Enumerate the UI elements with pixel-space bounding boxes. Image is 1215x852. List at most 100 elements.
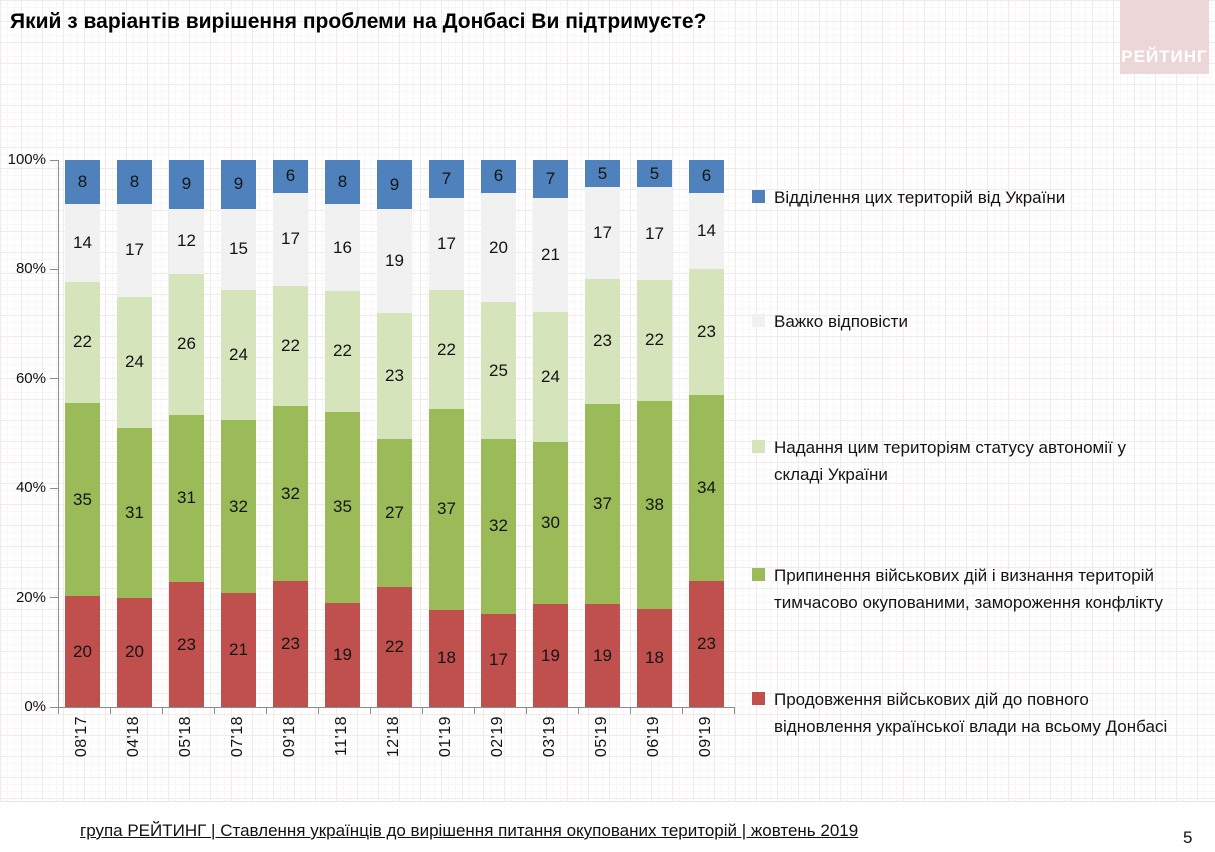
bar-segment: 17 [637, 187, 672, 281]
bar-value-label: 19 [541, 645, 560, 665]
y-axis-line [58, 160, 59, 708]
bar-segment: 17 [585, 187, 620, 280]
x-axis-tick [526, 708, 527, 714]
bar-segment: 21 [221, 593, 256, 707]
y-axis-tick [50, 268, 58, 270]
bar-segment: 9 [169, 160, 204, 209]
bar-segment: 14 [65, 204, 100, 282]
bar-value-label: 7 [441, 168, 452, 188]
bar-segment: 23 [689, 269, 724, 396]
legend-marker [752, 190, 765, 203]
legend-label: Відділення цих територій від України [774, 188, 1066, 207]
bar-value-label: 31 [125, 502, 144, 522]
bar-value-label: 27 [385, 502, 404, 522]
y-axis-label: 20% [15, 588, 46, 606]
bar-value-label: 23 [385, 366, 404, 386]
x-axis-category-label: 05'19 [592, 716, 610, 758]
bar-value-label: 23 [177, 634, 196, 654]
x-axis-category-label: 03'19 [540, 716, 558, 758]
x-axis-tick [734, 708, 735, 714]
bar-value-label: 22 [437, 339, 456, 359]
x-axis-tick [474, 708, 475, 714]
bar-segment: 9 [377, 160, 412, 210]
bar-segment: 32 [221, 419, 256, 594]
bar-value-label: 32 [281, 483, 300, 503]
bar-value-label: 6 [285, 166, 296, 186]
x-axis-tick [318, 708, 319, 714]
bar-value-label: 31 [177, 488, 196, 508]
legend-label: Продовження військових дій до повного від… [774, 690, 1168, 736]
bar-segment: 37 [429, 409, 464, 610]
bar-value-label: 19 [385, 251, 404, 271]
bar-segment: 8 [65, 160, 100, 205]
y-axis-tick [50, 706, 58, 708]
bar-segment: 19 [325, 603, 360, 707]
bar-value-label: 20 [489, 237, 508, 257]
bar-value-label: 8 [77, 172, 88, 192]
page-title: Який з варіантів вирішення проблеми на Д… [10, 10, 707, 33]
bar-value-label: 24 [125, 352, 144, 372]
bar-segment: 17 [273, 192, 308, 286]
bar-segment: 17 [481, 614, 516, 707]
bar-segment: 6 [481, 160, 516, 193]
bar-segment: 24 [221, 289, 256, 420]
bar-segment: 22 [429, 289, 464, 410]
bar-segment: 22 [637, 280, 672, 401]
bar-value-label: 17 [489, 650, 508, 670]
bar-value-label: 17 [645, 223, 664, 243]
bar-segment: 22 [377, 586, 412, 707]
bar-segment: 19 [533, 604, 568, 707]
logo-text: РЕЙТИНГ [1121, 47, 1208, 66]
bar-segment: 35 [65, 403, 100, 597]
x-axis-tick [58, 708, 59, 714]
bar-value-label: 24 [541, 366, 560, 386]
bar-value-label: 34 [697, 478, 716, 498]
y-axis-label: 60% [15, 369, 46, 387]
x-axis-tick [682, 708, 683, 714]
legend-label: Припинення військових дій і визнання тер… [774, 566, 1164, 612]
bar-segment: 21 [533, 197, 568, 312]
bar-segment: 18 [429, 609, 464, 707]
bar-value-label: 22 [281, 335, 300, 355]
legend-item: Надання цим територіям статусу автономії… [752, 434, 1194, 488]
x-axis-category-label: 06'19 [644, 716, 662, 758]
footer-text: група РЕЙТИНГ | Ставлення українців до в… [80, 821, 859, 840]
bar-segment: 23 [273, 581, 308, 707]
bar-segment: 23 [169, 582, 204, 707]
x-axis-tick [214, 708, 215, 714]
bar-segment: 23 [689, 581, 724, 707]
bar-segment: 5 [585, 160, 620, 188]
bar-segment: 16 [325, 203, 360, 292]
x-axis-category-label: 05'18 [176, 716, 194, 758]
bar-value-label: 22 [73, 332, 92, 352]
x-axis-category-label: 07'18 [228, 716, 246, 758]
x-axis-line [52, 707, 735, 708]
legend-item: Важко відповісти [752, 308, 1194, 335]
bar-value-label: 7 [545, 168, 556, 188]
bar-segment: 6 [689, 160, 724, 193]
x-axis-tick [630, 708, 631, 714]
y-axis-tick [50, 597, 58, 599]
bar-segment: 15 [221, 208, 256, 290]
bar-value-label: 24 [229, 344, 248, 364]
bar-segment: 20 [65, 596, 100, 707]
bar-value-label: 19 [593, 645, 612, 665]
bar-value-label: 5 [649, 163, 660, 183]
bar-segment: 23 [585, 279, 620, 404]
y-axis-tick [50, 378, 58, 380]
bar-value-label: 14 [73, 232, 92, 252]
bar-value-label: 23 [697, 634, 716, 654]
bar-segment: 38 [637, 400, 672, 609]
page-number: 5 [1183, 828, 1193, 847]
legend-label: Важко відповісти [774, 312, 908, 331]
x-axis-tick [162, 708, 163, 714]
bar-segment: 12 [169, 208, 204, 274]
bar-value-label: 22 [385, 636, 404, 656]
bar-segment: 7 [533, 160, 568, 198]
bar-value-label: 8 [337, 171, 348, 191]
bar-segment: 8 [117, 160, 152, 204]
bar-value-label: 37 [437, 499, 456, 519]
bar-value-label: 30 [541, 512, 560, 532]
x-axis-category-label: 04'18 [124, 716, 142, 758]
